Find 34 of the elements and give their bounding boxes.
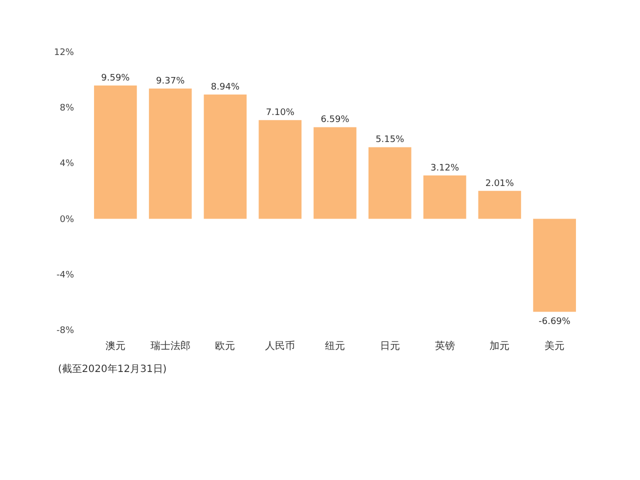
- data-label: 8.94%: [210, 82, 240, 93]
- y-tick-label: -4%: [56, 270, 74, 280]
- y-tick-label: 0%: [60, 214, 74, 225]
- x-tick-label: 日元: [380, 341, 400, 352]
- x-tick-label: 加元: [490, 340, 510, 352]
- bar: [258, 120, 302, 219]
- bar: [423, 175, 466, 219]
- bar: [478, 190, 522, 219]
- x-tick-label: 美元: [544, 340, 565, 352]
- y-tick-label: 12%: [54, 48, 74, 58]
- data-label: 9.37%: [156, 76, 186, 87]
- bar: [94, 86, 137, 219]
- x-tick-label: 瑞士法郎: [150, 340, 190, 352]
- y-tick-label: 4%: [60, 159, 74, 170]
- data-label: 7.10%: [266, 108, 295, 118]
- data-label: 3.12%: [430, 163, 460, 174]
- y-tick-label: 8%: [60, 104, 74, 114]
- data-label: 5.15%: [376, 135, 405, 146]
- bar: [368, 147, 412, 219]
- y-tick-label: -8%: [56, 326, 74, 336]
- bar: [204, 94, 247, 219]
- text: (截至2020年12月31日): [58, 363, 167, 375]
- x-tick-label: 纽元: [325, 340, 345, 352]
- x-tick-label: 人民币: [265, 340, 296, 352]
- bar: [148, 88, 192, 219]
- bar: [533, 218, 576, 312]
- x-tick-label: 澳元: [105, 340, 126, 352]
- x-tick-label: 欧元: [215, 341, 236, 352]
- data-label: -6.69%: [538, 316, 571, 327]
- data-label: 2.01%: [485, 178, 514, 189]
- data-label: 9.59%: [101, 74, 130, 84]
- x-tick-label: 英镑: [434, 340, 455, 352]
- data-label: 6.59%: [320, 115, 350, 126]
- bar: [314, 127, 356, 219]
